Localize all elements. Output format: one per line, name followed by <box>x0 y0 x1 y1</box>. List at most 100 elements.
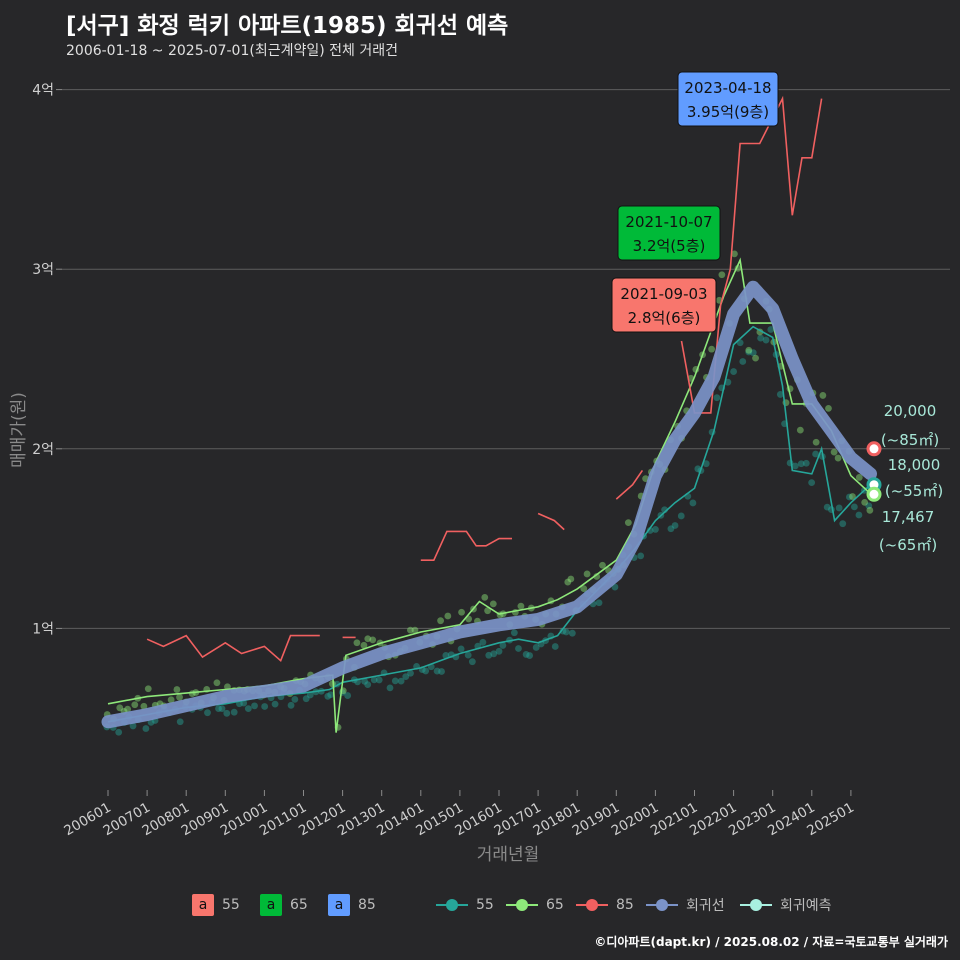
series-85-line <box>537 512 565 531</box>
data-point <box>595 599 603 607</box>
legend-label: 65 <box>290 897 308 913</box>
legend-item-box: a 55 <box>192 894 240 916</box>
data-point <box>797 460 805 468</box>
data-point <box>291 695 299 703</box>
data-point <box>796 426 804 434</box>
data-point <box>757 334 765 342</box>
highlight-box <box>617 205 721 261</box>
legend-key-line <box>646 894 678 916</box>
y-tick-label: 2억 <box>32 442 54 458</box>
data-point <box>302 695 310 703</box>
data-point <box>444 612 452 620</box>
chart-title: [서구] 화정 럭키 아파트(1985) 회귀선 예측 <box>66 13 509 39</box>
data-point <box>834 454 842 462</box>
forecast-value: 20,000 <box>884 402 937 420</box>
data-point <box>718 271 726 279</box>
data-point <box>364 635 372 643</box>
series-85-line <box>146 634 320 663</box>
data-point <box>745 348 753 356</box>
data-point <box>568 629 576 637</box>
data-point <box>244 705 252 713</box>
legend-item-line: 회귀선 <box>646 894 725 916</box>
data-point <box>271 700 279 708</box>
data-point <box>767 326 775 333</box>
data-point <box>131 701 139 709</box>
data-point <box>115 728 123 736</box>
y-axis-label: 매매가(원) <box>9 392 29 468</box>
data-point <box>849 493 856 500</box>
data-point <box>386 684 394 692</box>
series-65-line <box>107 257 872 733</box>
data-point <box>865 502 873 510</box>
data-point <box>129 722 137 730</box>
legend-item-line: 65 <box>506 894 564 916</box>
data-point <box>830 448 838 456</box>
data-point <box>689 499 697 507</box>
forecast-area: (~55㎡) <box>885 482 943 500</box>
data-point <box>223 709 231 717</box>
data-point <box>861 498 869 506</box>
data-point <box>144 685 152 693</box>
legend-key-line <box>506 894 538 916</box>
data-point <box>646 527 654 534</box>
data-point <box>739 358 747 365</box>
data-point <box>407 669 414 677</box>
data-point <box>745 346 753 354</box>
data-point <box>791 462 799 470</box>
data-point <box>124 705 132 713</box>
data-point <box>730 368 737 375</box>
highlight-price: 3.95억(9층) <box>687 103 769 121</box>
forecast-area: (~85㎡) <box>881 431 939 449</box>
data-point <box>468 658 476 666</box>
data-point <box>845 493 853 501</box>
data-point <box>624 519 632 527</box>
highlight-date: 2021-09-03 <box>620 285 707 303</box>
data-point <box>850 503 858 511</box>
forecast-value: 17,467 <box>882 508 935 526</box>
data-point <box>375 676 383 684</box>
legend-label: 55 <box>222 897 240 913</box>
data-point <box>411 626 419 634</box>
data-point <box>812 450 820 458</box>
legend-key-line <box>436 894 468 916</box>
data-point <box>819 392 827 399</box>
data-point <box>713 394 721 402</box>
legend-key-line <box>740 894 772 916</box>
data-point <box>522 651 530 658</box>
highlight-price: 3.2억(5층) <box>633 237 706 255</box>
data-point <box>667 525 675 533</box>
data-point <box>251 702 258 710</box>
x-axis: 2006012007012008012009012010012011012012… <box>61 790 857 839</box>
data-point <box>562 628 570 636</box>
legend-label: 85 <box>616 897 634 913</box>
data-point <box>776 391 784 398</box>
x-axis-label: 거래년월 <box>477 845 540 865</box>
chart-caption: ©디아파트(dapt.kr) / 2025.08.02 / 자료=국토교통부 실… <box>594 935 948 949</box>
data-point <box>495 647 503 655</box>
data-point <box>490 650 498 658</box>
data-point <box>499 642 507 649</box>
data-point <box>517 602 525 610</box>
data-point <box>637 552 645 560</box>
legend-item-line: 회귀예측 <box>740 894 832 916</box>
chart-subtitle: 2006-01-18 ~ 2025-07-01(최근계약일) 전체 거래건 <box>66 43 398 59</box>
data-point <box>485 651 493 659</box>
data-point <box>287 701 295 709</box>
data-point <box>344 692 352 699</box>
data-point <box>839 520 847 528</box>
data-point <box>823 503 831 511</box>
data-point <box>825 404 832 412</box>
data-point <box>361 677 368 685</box>
data-point <box>438 668 445 675</box>
data-point <box>402 673 410 681</box>
data-point <box>140 702 148 710</box>
data-point <box>855 511 863 519</box>
data-point <box>422 667 430 675</box>
forecast-marker <box>866 441 882 457</box>
data-point <box>551 643 559 650</box>
data-point <box>802 459 810 467</box>
data-point <box>457 645 465 653</box>
data-point <box>391 677 399 685</box>
data-point <box>397 677 405 685</box>
forecast-value: 18,000 <box>888 456 941 474</box>
